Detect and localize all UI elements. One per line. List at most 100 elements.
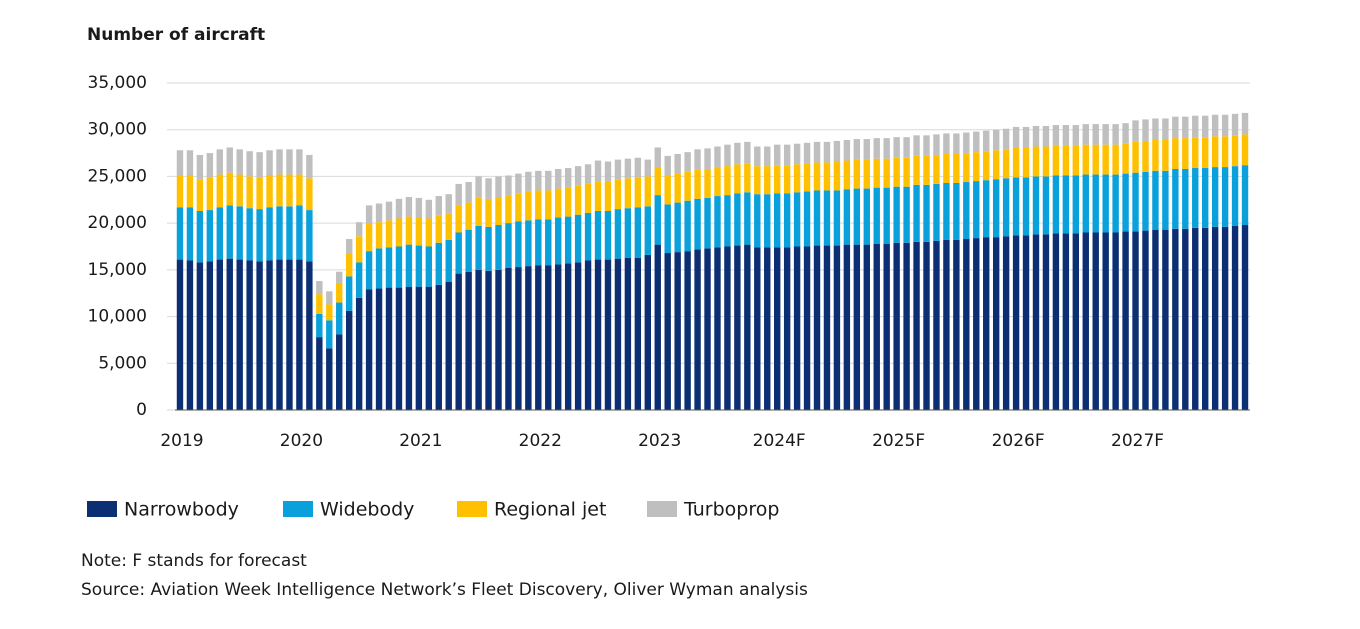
bar-segment bbox=[246, 260, 253, 410]
bar-segment bbox=[405, 286, 413, 410]
bar-segment bbox=[843, 244, 851, 410]
bar-segment bbox=[535, 219, 542, 266]
y-tick-label: 35,000 bbox=[88, 73, 147, 93]
bar-segment bbox=[973, 131, 980, 153]
bar-segment bbox=[724, 246, 731, 410]
bar-segment bbox=[385, 247, 393, 288]
bar-segment bbox=[684, 171, 691, 201]
bar-segment bbox=[813, 245, 821, 410]
source: Source: Aviation Week Intelligence Netwo… bbox=[81, 580, 808, 600]
bar-segment bbox=[783, 165, 791, 194]
bar-segment bbox=[1042, 125, 1050, 147]
bar-segment bbox=[1022, 177, 1030, 236]
bar-segment bbox=[1132, 141, 1139, 173]
bar-segment bbox=[1002, 128, 1010, 150]
bar-segment bbox=[515, 221, 522, 268]
bar-segment bbox=[365, 289, 373, 410]
bar-segment bbox=[714, 247, 721, 410]
bar-segment bbox=[793, 192, 801, 247]
bar-segment bbox=[515, 193, 522, 222]
bar-segment bbox=[196, 210, 204, 263]
bar-segment bbox=[1221, 136, 1229, 168]
bar-segment bbox=[286, 206, 293, 260]
bar-segment bbox=[1172, 138, 1179, 169]
bar-segment bbox=[1202, 168, 1209, 228]
bar-segment bbox=[296, 174, 303, 206]
bar-segment bbox=[206, 153, 214, 178]
bar-segment bbox=[326, 291, 333, 305]
bar-segment bbox=[833, 245, 841, 410]
bar-segment bbox=[1032, 125, 1040, 147]
bar-segment bbox=[594, 210, 602, 260]
bar-segment bbox=[624, 178, 632, 209]
bar-segment bbox=[1002, 178, 1010, 237]
bar-segment bbox=[754, 247, 761, 410]
bar-segment bbox=[1202, 115, 1209, 138]
bar-segment bbox=[1152, 170, 1159, 230]
bar-segment bbox=[604, 259, 612, 410]
bar-segment bbox=[853, 188, 861, 245]
bar-segment bbox=[983, 130, 990, 152]
bar-segment bbox=[345, 253, 353, 277]
bar-segment bbox=[465, 229, 472, 272]
bar-segment bbox=[634, 257, 642, 410]
bar-segment bbox=[724, 195, 731, 247]
bar-segment bbox=[1102, 144, 1109, 175]
bar-segment bbox=[236, 149, 243, 175]
bar-segment bbox=[863, 244, 870, 410]
bar-segment bbox=[704, 168, 711, 198]
bar-segment bbox=[584, 260, 592, 410]
bar-segment bbox=[1241, 112, 1249, 135]
y-tick-label: 0 bbox=[136, 400, 147, 420]
bar-segment bbox=[1192, 227, 1199, 410]
bar-segment bbox=[196, 154, 204, 180]
bar-segment bbox=[614, 258, 622, 410]
bar-segment bbox=[813, 141, 821, 163]
bar-segment bbox=[355, 297, 363, 410]
bar-segment bbox=[604, 210, 612, 260]
bar-segment bbox=[1002, 149, 1010, 179]
bar-segment bbox=[843, 160, 851, 190]
bar-segment bbox=[1211, 167, 1219, 227]
bar-segment bbox=[793, 143, 801, 165]
bar-segment bbox=[614, 159, 622, 180]
bar-segment bbox=[1142, 171, 1149, 231]
bar-segment bbox=[963, 132, 970, 154]
bar-segment bbox=[674, 252, 681, 410]
bar-segment bbox=[734, 164, 741, 194]
bar-segment bbox=[1202, 137, 1209, 169]
bar-segment bbox=[336, 334, 343, 410]
bar-segment bbox=[176, 175, 184, 208]
bar-segment bbox=[1172, 168, 1179, 229]
bar-segment bbox=[395, 287, 403, 410]
bar-segment bbox=[395, 198, 403, 219]
bar-segment bbox=[1022, 147, 1030, 178]
bar-segment bbox=[873, 187, 880, 244]
bar-segment bbox=[266, 207, 273, 261]
bar-segment bbox=[644, 159, 652, 177]
bar-segment bbox=[1182, 228, 1189, 410]
bar-segment bbox=[913, 135, 920, 156]
bar-segment bbox=[644, 206, 652, 255]
bar-segment bbox=[833, 161, 841, 191]
legend-label: Turboprop bbox=[683, 499, 779, 521]
bar-segment bbox=[604, 161, 612, 182]
bar-segment bbox=[306, 178, 313, 211]
bar-segment bbox=[236, 174, 243, 207]
bar-segment bbox=[714, 146, 721, 168]
bar-segment bbox=[992, 129, 1000, 151]
bar-segment bbox=[983, 151, 990, 181]
bar-segment bbox=[545, 190, 552, 220]
bar-segment bbox=[744, 163, 751, 193]
bar-segment bbox=[773, 247, 781, 410]
bar-segment bbox=[505, 195, 512, 224]
bar-segment bbox=[664, 155, 671, 176]
bar-segment bbox=[754, 146, 761, 167]
bar-segment bbox=[555, 264, 562, 410]
bar-segment bbox=[1241, 134, 1249, 166]
bar-segment bbox=[1132, 231, 1139, 410]
bar-segment bbox=[674, 173, 681, 203]
bar-segment bbox=[176, 207, 184, 260]
y-tick-label: 10,000 bbox=[88, 307, 147, 327]
bar-segment bbox=[773, 193, 781, 248]
